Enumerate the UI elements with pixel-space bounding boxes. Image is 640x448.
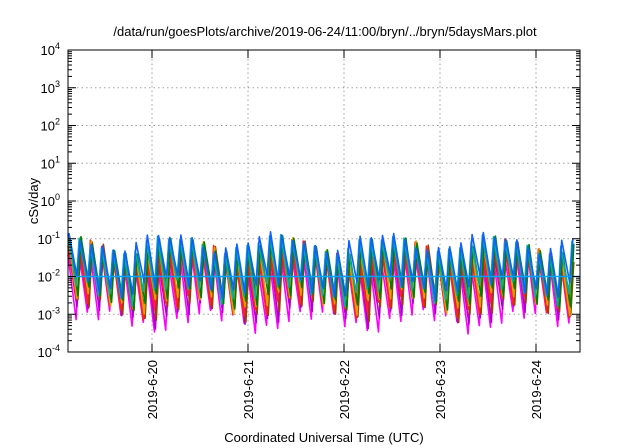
y-tick-label: 10-3 bbox=[38, 305, 60, 322]
series-line bbox=[68, 231, 574, 301]
x-tick-label: 2019-6-23 bbox=[433, 360, 448, 419]
y-tick-label: 100 bbox=[41, 192, 60, 209]
x-tick-label: 2019-6-20 bbox=[145, 360, 160, 419]
x-axis-label: Coordinated Universal Time (UTC) bbox=[224, 430, 423, 445]
x-tick-label: 2019-6-24 bbox=[529, 360, 544, 419]
x-tick-label: 2019-6-21 bbox=[241, 360, 256, 419]
series-line bbox=[67, 233, 573, 308]
series-line bbox=[69, 235, 575, 312]
y-tick-label: 104 bbox=[41, 41, 60, 58]
y-tick-label: 103 bbox=[41, 79, 60, 96]
y-tick-label: 101 bbox=[41, 154, 60, 171]
y-tick-label: 10-2 bbox=[38, 268, 60, 285]
y-tick-label: 10-1 bbox=[38, 230, 60, 247]
y-axis-label: cSv/day bbox=[26, 177, 41, 224]
data-series bbox=[67, 231, 580, 335]
axes: 10-4 10-3 10-2 10-1 100 101 102 103 104 2019-6-20… bbox=[38, 41, 580, 419]
grid-lines bbox=[68, 50, 580, 352]
series-line bbox=[67, 248, 573, 335]
x-tick-label: 2019-6-22 bbox=[337, 360, 352, 419]
series-line bbox=[68, 236, 574, 317]
y-tick-label: 10-4 bbox=[38, 343, 60, 360]
y-tick-label: 102 bbox=[41, 117, 60, 134]
chart-title: /data/run/goesPlots/archive/2019-06-24/1… bbox=[113, 24, 537, 39]
